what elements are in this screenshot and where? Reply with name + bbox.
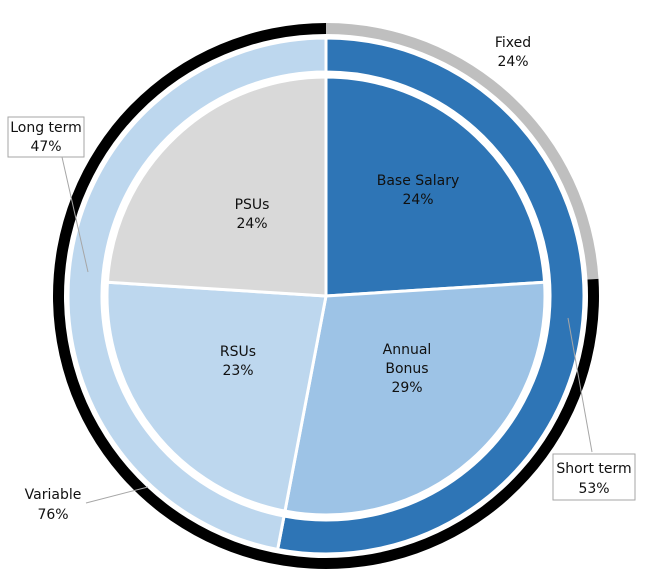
- short-term-label: Short term: [556, 461, 631, 477]
- leader-line-variable: [85, 486, 149, 504]
- base-salary-label: Base Salary: [377, 173, 460, 189]
- base-salary-pct: 24%: [402, 192, 433, 208]
- psus-pct: 24%: [236, 216, 267, 232]
- rsus-label: RSUs: [220, 344, 256, 360]
- slice-base-salary: [324, 75, 547, 298]
- leader-line-short-term: [567, 317, 593, 453]
- annual-bonus-pct: 29%: [391, 380, 422, 396]
- slice-short-term: [276, 36, 586, 556]
- annual-bonus-label-line1: Annual: [383, 342, 432, 358]
- leader-line-long-term: [61, 156, 89, 273]
- short-term-pct: 53%: [578, 481, 609, 497]
- donut-rings: [52, 23, 599, 569]
- annual-bonus-label-line2: Bonus: [385, 361, 428, 377]
- slice-psus: [105, 75, 328, 298]
- slice-annual-bonus: [283, 280, 547, 517]
- long-term-pct: 47%: [30, 139, 61, 155]
- fixed-label: Fixed: [495, 35, 531, 51]
- long-term-label: Long term: [10, 120, 82, 136]
- rsus-pct: 23%: [222, 363, 253, 379]
- slice-rsus: [105, 280, 328, 513]
- psus-label: PSUs: [235, 197, 270, 213]
- variable-label: Variable: [25, 487, 82, 503]
- short-term-label-box: [552, 453, 636, 501]
- slice-long-term: [66, 36, 328, 551]
- leader-lines: [61, 156, 593, 504]
- long-term-label-box: [7, 116, 85, 158]
- variable-pct: 76%: [37, 507, 68, 523]
- fixed-pct: 24%: [497, 54, 528, 70]
